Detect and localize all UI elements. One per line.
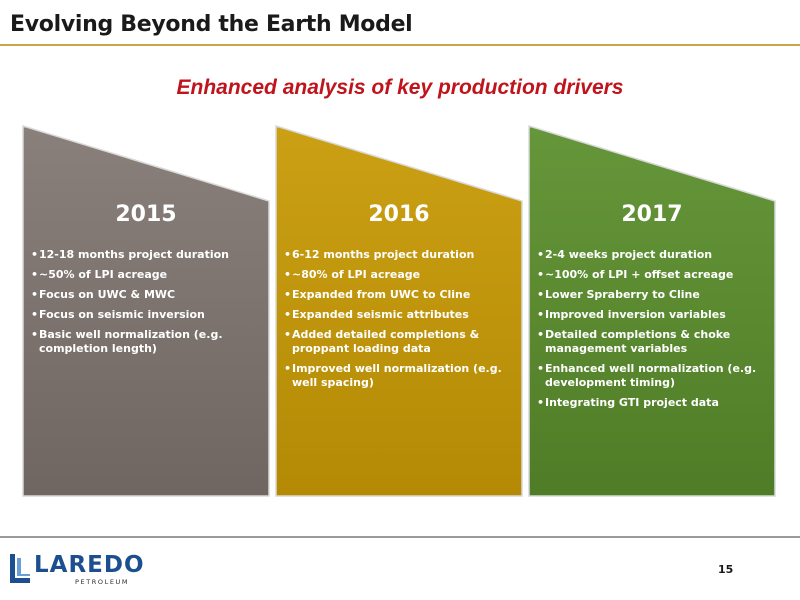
bullet-item: Expanded from UWC to Cline bbox=[281, 288, 519, 302]
bullet-item: Enhanced well normalization (e.g. develo… bbox=[534, 362, 772, 390]
bullet-item: ~100% of LPI + offset acreage bbox=[534, 268, 772, 282]
bullet-item: Basic well normalization (e.g. completio… bbox=[28, 328, 266, 356]
logo-subtext: PETROLEUM bbox=[75, 578, 130, 586]
laredo-logo: LAREDO PETROLEUM bbox=[8, 550, 144, 590]
bullet-item: Added detailed completions & proppant lo… bbox=[281, 328, 519, 356]
bullet-item: 12-18 months project duration bbox=[28, 248, 266, 262]
bullet-list: 2-4 weeks project duration ~100% of LPI … bbox=[534, 248, 772, 416]
bullet-item: Focus on seismic inversion bbox=[28, 308, 266, 322]
slide-title: Evolving Beyond the Earth Model bbox=[10, 12, 413, 37]
slide-subtitle: Enhanced analysis of key production driv… bbox=[176, 76, 624, 99]
bullet-list: 12-18 months project duration ~50% of LP… bbox=[28, 248, 266, 362]
logo-mark-icon bbox=[10, 554, 30, 583]
bullet-item: ~50% of LPI acreage bbox=[28, 268, 266, 282]
footer-divider bbox=[0, 536, 800, 538]
bullet-item: 2-4 weeks project duration bbox=[534, 248, 772, 262]
panel-year: 2015 bbox=[115, 202, 177, 227]
bullet-item: 6-12 months project duration bbox=[281, 248, 519, 262]
panel-2017: 2017 2-4 weeks project duration ~100% of… bbox=[528, 125, 776, 497]
bullet-item: Improved well normalization (e.g. well s… bbox=[281, 362, 519, 390]
panel-2015: 2015 12-18 months project duration ~50% … bbox=[22, 125, 270, 497]
bullet-list: 6-12 months project duration ~80% of LPI… bbox=[281, 248, 519, 396]
bullet-item: Lower Spraberry to Cline bbox=[534, 288, 772, 302]
bullet-item: Expanded seismic attributes bbox=[281, 308, 519, 322]
title-divider bbox=[0, 44, 800, 46]
bullet-item: Focus on UWC & MWC bbox=[28, 288, 266, 302]
logo-wordmark: LAREDO bbox=[34, 552, 145, 578]
bullet-item: Integrating GTI project data bbox=[534, 396, 772, 410]
bullet-item: Detailed completions & choke management … bbox=[534, 328, 772, 356]
panel-2016: 2016 6-12 months project duration ~80% o… bbox=[275, 125, 523, 497]
bullet-item: ~80% of LPI acreage bbox=[281, 268, 519, 282]
page-number: 15 bbox=[718, 563, 734, 576]
panel-year: 2017 bbox=[621, 202, 683, 227]
panel-year: 2016 bbox=[368, 202, 430, 227]
bullet-item: Improved inversion variables bbox=[534, 308, 772, 322]
